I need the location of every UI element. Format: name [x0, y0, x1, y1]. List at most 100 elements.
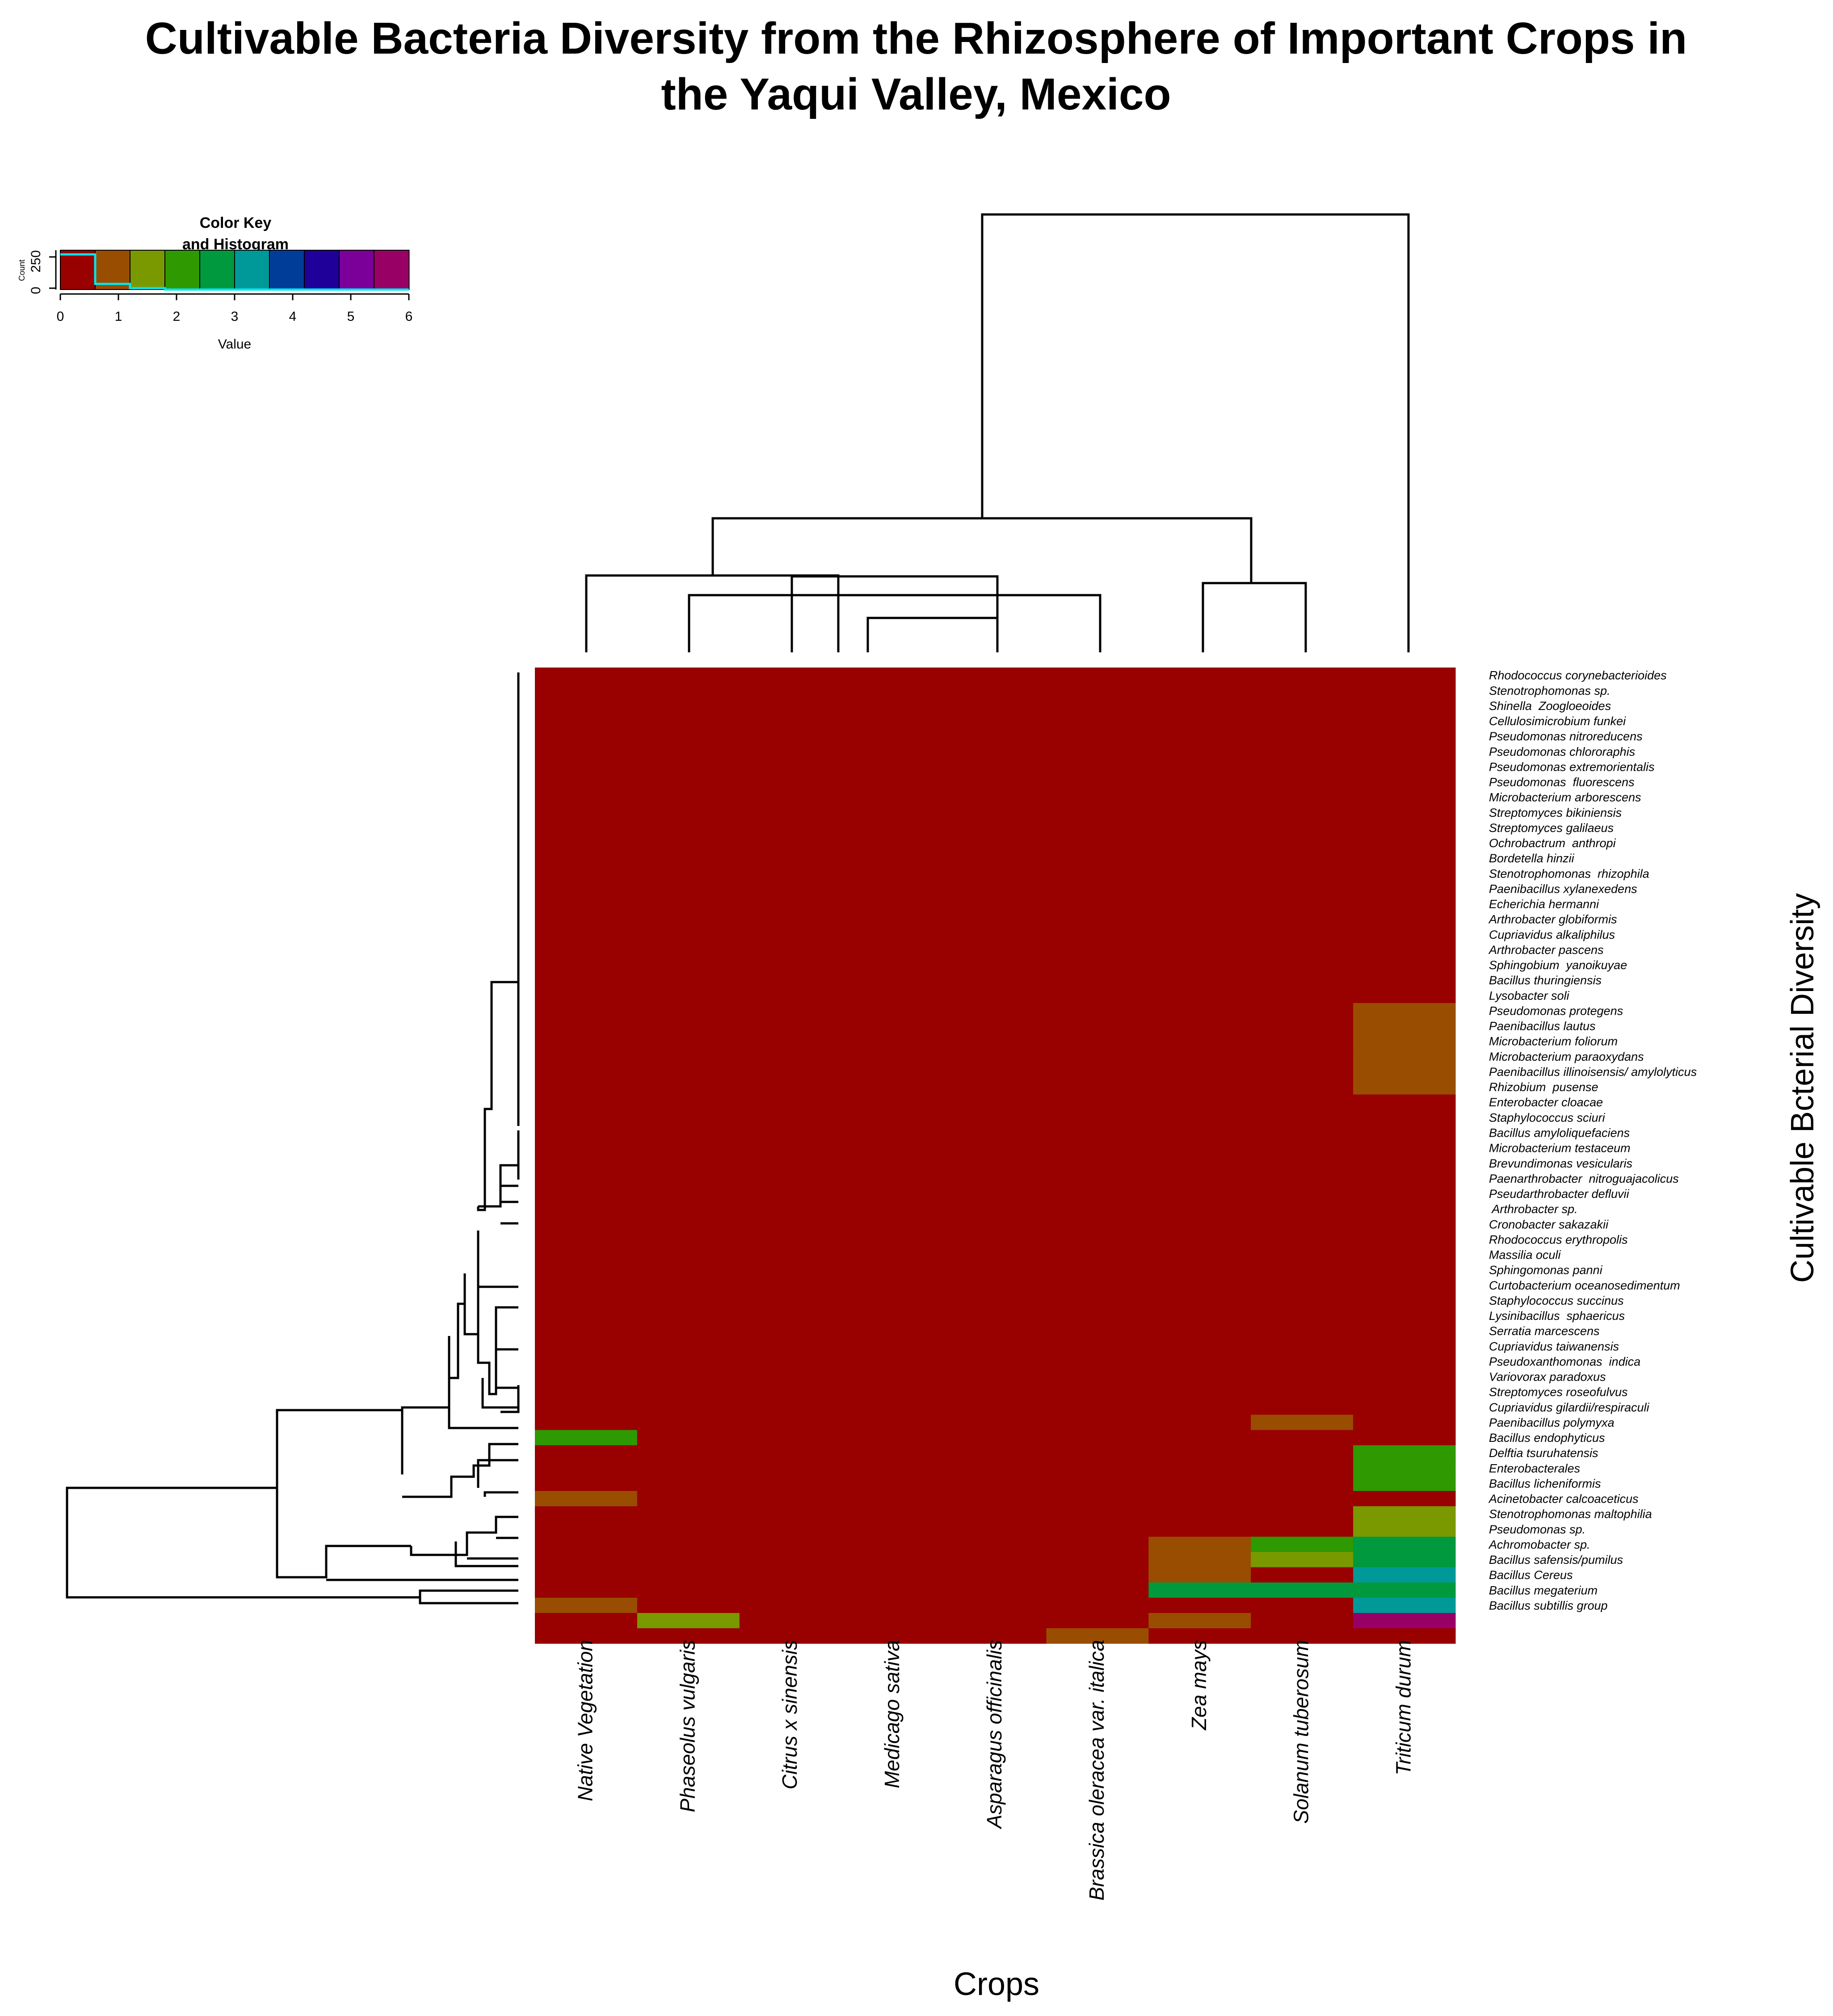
heatmap-cell: [1353, 683, 1456, 698]
heatmap-cell: [1046, 1430, 1149, 1446]
heatmap-cell: [637, 865, 740, 882]
heatmap-cell: [739, 1003, 842, 1019]
row-label: Sphingomonas panni: [1489, 1264, 1603, 1277]
row-label: Staphylococcus sciuri: [1489, 1111, 1606, 1124]
heatmap-cell: [944, 1049, 1047, 1064]
heatmap-cell: [1251, 1003, 1354, 1019]
heatmap-cell: [535, 1338, 638, 1354]
heatmap-cell: [739, 1033, 842, 1049]
heatmap-cell: [637, 1171, 740, 1186]
heatmap-cell: [1353, 774, 1456, 790]
heatmap-cell: [637, 942, 740, 958]
heatmap-cell: [1251, 1262, 1354, 1278]
heatmap-cell: [1046, 1338, 1149, 1354]
heatmap-cell: [535, 728, 638, 744]
row-label: Pseudoxanthomonas indica: [1489, 1355, 1640, 1368]
heatmap-cell: [637, 1186, 740, 1202]
heatmap-cell: [1046, 1277, 1149, 1293]
color-key-x-tick-label: 4: [289, 309, 297, 324]
row-label: Bacillus endophyticus: [1489, 1431, 1605, 1445]
heatmap-cell: [739, 1506, 842, 1522]
heatmap-cell: [1353, 1338, 1456, 1354]
heatmap-cell: [1251, 728, 1354, 744]
heatmap-cell: [1353, 1353, 1456, 1369]
heatmap-cell: [944, 1323, 1047, 1339]
heatmap-cell: [1251, 1537, 1354, 1553]
heatmap-cell: [1148, 1430, 1251, 1446]
heatmap-cell: [1046, 774, 1149, 790]
heatmap-cell: [637, 987, 740, 1004]
heatmap-cell: [1251, 1231, 1354, 1247]
heatmap-cell: [944, 774, 1047, 790]
heatmap-cell: [1251, 774, 1354, 790]
row-label: Staphylococcus succinus: [1489, 1294, 1624, 1307]
heatmap-cell: [739, 1445, 842, 1461]
heatmap-cell: [944, 743, 1047, 760]
heatmap-cell: [944, 805, 1047, 820]
heatmap-cell: [1046, 1445, 1149, 1461]
heatmap-cell: [739, 1125, 842, 1141]
heatmap-cell: [1148, 698, 1251, 714]
heatmap-cell: [944, 942, 1047, 958]
heatmap-cell: [535, 1521, 638, 1537]
heatmap-cell: [1251, 759, 1354, 775]
heatmap-cell: [637, 1216, 740, 1232]
heatmap-cell: [535, 972, 638, 988]
heatmap-cell: [1251, 698, 1354, 714]
heatmap-cell: [1251, 1171, 1354, 1186]
heatmap-cell: [1148, 1247, 1251, 1263]
heatmap-cell: [841, 1247, 945, 1263]
heatmap-cell: [1353, 1049, 1456, 1064]
heatmap-cell: [1353, 1460, 1456, 1476]
heatmap-cell: [637, 1262, 740, 1278]
heatmap-cell: [1148, 805, 1251, 820]
heatmap-cell: [739, 1262, 842, 1278]
heatmap-cell: [637, 1384, 740, 1400]
row-label: Bacillus thuringiensis: [1489, 974, 1602, 987]
heatmap-cell: [739, 1521, 842, 1537]
heatmap-cell: [1353, 743, 1456, 760]
heatmap-cell: [535, 987, 638, 1004]
column-labels: Native Vegetation Phaseolus vulgaris Citru…: [573, 1640, 1415, 1901]
heatmap-cell: [535, 1033, 638, 1049]
row-label: Stenotrophomonas rhizophila: [1489, 867, 1649, 880]
heatmap-cell: [1046, 1018, 1149, 1034]
heatmap-cell: [944, 1506, 1047, 1522]
heatmap-cell: [1353, 1277, 1456, 1293]
heatmap-cell: [1148, 1049, 1251, 1064]
row-label: Pseudomonas sp.: [1489, 1523, 1585, 1536]
heatmap-cell: [1148, 1323, 1251, 1339]
heatmap-cell: [841, 820, 945, 836]
column-dendrogram-branch: [585, 574, 840, 652]
column-dendrogram: [585, 213, 1410, 652]
heatmap-cell: [739, 1109, 842, 1126]
heatmap-cell: [944, 1079, 1047, 1095]
heatmap-cell: [1251, 865, 1354, 882]
heatmap-cell: [637, 1018, 740, 1034]
heatmap-cell: [1353, 1216, 1456, 1232]
heatmap-cell: [739, 805, 842, 820]
heatmap-cell: [1353, 1537, 1456, 1553]
heatmap-cell: [1251, 1628, 1354, 1644]
heatmap-cell: [841, 805, 945, 820]
heatmap-cell: [944, 1262, 1047, 1278]
heatmap-cell: [944, 972, 1047, 988]
column-label: Asparagus officinalis: [983, 1640, 1006, 1830]
heatmap-cell: [739, 1567, 842, 1583]
heatmap-cell: [637, 820, 740, 836]
heatmap-cell: [637, 1628, 740, 1644]
heatmap-cell: [637, 1201, 740, 1217]
heatmap-cell: [739, 987, 842, 1004]
heatmap-cell: [1353, 1323, 1456, 1339]
row-dendrogram-branch: [410, 1516, 518, 1560]
heatmap-cell: [535, 1231, 638, 1247]
heatmap-cell: [637, 1582, 740, 1598]
heatmap-cell: [1148, 927, 1251, 942]
color-key-x-tick-label: 1: [115, 309, 122, 324]
heatmap-cell: [1148, 1415, 1251, 1431]
heatmap-cell: [739, 911, 842, 927]
heatmap-cell: [739, 1201, 842, 1217]
heatmap-cell: [944, 896, 1047, 912]
heatmap-cell: [841, 1094, 945, 1110]
heatmap-cell: [637, 1506, 740, 1522]
